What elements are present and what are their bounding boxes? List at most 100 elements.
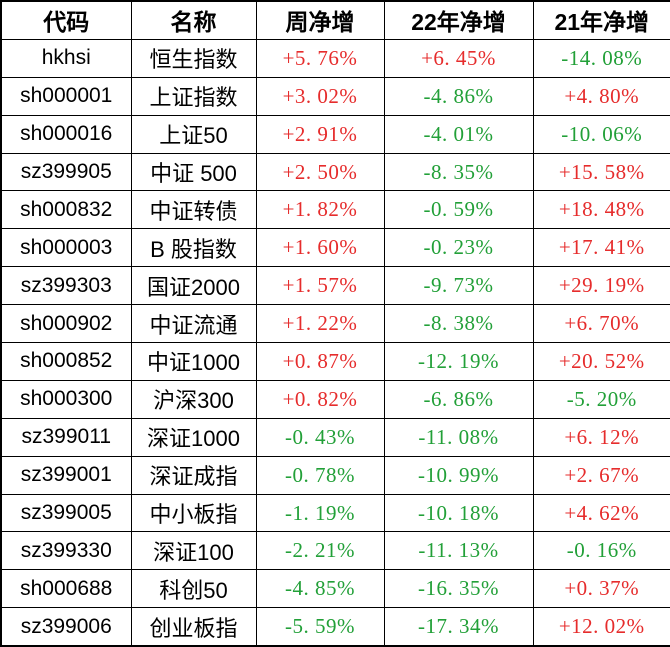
table-row: sh000902 中证流通 +1. 22% -8. 38% +6. 70% (0, 304, 670, 344)
value-y2022-down: -11. 08% (383, 417, 534, 457)
value-y2022-down: -0. 59% (383, 190, 534, 230)
value-y2021-up: +17. 41% (532, 228, 670, 268)
index-name: 中证转债 (130, 190, 257, 230)
value-week-up: +1. 82% (255, 190, 385, 230)
value-week-up: +1. 22% (255, 304, 385, 344)
table-row: sz399001 深证成指 -0. 78% -10. 99% +2. 67% (0, 455, 670, 495)
value-y2021-down: -5. 20% (532, 379, 670, 419)
value-y2021-up: +29. 19% (532, 266, 670, 306)
table-row: sh000688 科创50 -4. 85% -16. 35% +0. 37% (0, 569, 670, 609)
value-y2022-down: -9. 73% (383, 266, 534, 306)
value-week-up: +1. 57% (255, 266, 385, 306)
index-code: sz399006 (0, 607, 132, 647)
value-week-up: +2. 91% (255, 114, 385, 154)
table-row: sz399330 深证100 -2. 21% -11. 13% -0. 16% (0, 531, 670, 571)
index-name: 深证成指 (130, 455, 257, 495)
value-y2021-up: +6. 12% (532, 417, 670, 457)
index-name: 中小板指 (130, 493, 257, 533)
table-row: sh000300 沪深300 +0. 82% -6. 86% -5. 20% (0, 379, 670, 419)
index-name: 中证 500 (130, 152, 257, 192)
value-y2022-down: -8. 35% (383, 152, 534, 192)
index-name: 恒生指数 (130, 38, 257, 78)
value-y2021-down: -0. 16% (532, 531, 670, 571)
index-code: sh000300 (0, 379, 132, 419)
index-name: 深证100 (130, 531, 257, 571)
index-code: sz399905 (0, 152, 132, 192)
value-y2022-down: -0. 23% (383, 228, 534, 268)
value-y2021-up: +2. 67% (532, 455, 670, 495)
column-header-y2022: 22年净增 (383, 0, 534, 40)
value-y2021-up: +6. 70% (532, 304, 670, 344)
index-code: sh000832 (0, 190, 132, 230)
value-y2022-down: -17. 34% (383, 607, 534, 647)
table-row: sz399011 深证1000 -0. 43% -11. 08% +6. 12% (0, 417, 670, 457)
index-name: 沪深300 (130, 379, 257, 419)
value-week-up: +3. 02% (255, 76, 385, 116)
index-code: sz399303 (0, 266, 132, 306)
value-y2021-down: -14. 08% (532, 38, 670, 78)
index-name: B 股指数 (130, 228, 257, 268)
table-row: sz399005 中小板指 -1. 19% -10. 18% +4. 62% (0, 493, 670, 533)
table-row: sz399303 国证2000 +1. 57% -9. 73% +29. 19% (0, 266, 670, 306)
value-y2022-down: -8. 38% (383, 304, 534, 344)
value-y2022-down: -16. 35% (383, 569, 534, 609)
table-row: sh000852 中证1000 +0. 87% -12. 19% +20. 52% (0, 342, 670, 381)
column-header-y2021: 21年净增 (532, 0, 670, 40)
index-name: 深证1000 (130, 417, 257, 457)
column-header-week: 周净增 (255, 0, 385, 40)
value-y2021-down: -10. 06% (532, 114, 670, 154)
value-y2021-up: +20. 52% (532, 342, 670, 381)
column-header-code: 代码 (0, 0, 132, 40)
index-code: sz399005 (0, 493, 132, 533)
index-code: sh000688 (0, 569, 132, 609)
value-y2022-down: -6. 86% (383, 379, 534, 419)
header-row: 代码 名称 周净增 22年净增 21年净增 (0, 0, 670, 40)
table-row: hkhsi 恒生指数 +5. 76% +6. 45% -14. 08% (0, 38, 670, 78)
index-code: sh000852 (0, 342, 132, 381)
value-y2022-down: -4. 01% (383, 114, 534, 154)
value-y2022-down: -10. 99% (383, 455, 534, 495)
value-week-down: -0. 78% (255, 455, 385, 495)
value-week-up: +0. 87% (255, 342, 385, 381)
table-body: hkhsi 恒生指数 +5. 76% +6. 45% -14. 08% sh000001 上… (0, 38, 670, 647)
value-week-up: +5. 76% (255, 38, 385, 78)
index-name: 中证流通 (130, 304, 257, 344)
value-week-down: -4. 85% (255, 569, 385, 609)
value-week-down: -5. 59% (255, 607, 385, 647)
index-code: sh000902 (0, 304, 132, 344)
index-name: 中证1000 (130, 342, 257, 381)
index-code: sh000016 (0, 114, 132, 154)
table-row: sh000832 中证转债 +1. 82% -0. 59% +18. 48% (0, 190, 670, 230)
value-y2021-up: +18. 48% (532, 190, 670, 230)
value-y2022-down: -10. 18% (383, 493, 534, 533)
table-row: sh000016 上证50 +2. 91% -4. 01% -10. 06% (0, 114, 670, 154)
index-name: 创业板指 (130, 607, 257, 647)
index-name: 科创50 (130, 569, 257, 609)
index-code: sz399001 (0, 455, 132, 495)
index-code: sh000003 (0, 228, 132, 268)
index-name: 国证2000 (130, 266, 257, 306)
value-y2022-down: -11. 13% (383, 531, 534, 571)
value-y2021-up: +0. 37% (532, 569, 670, 609)
value-week-down: -0. 43% (255, 417, 385, 457)
value-y2021-up: +4. 62% (532, 493, 670, 533)
index-name: 上证50 (130, 114, 257, 154)
value-y2021-up: +4. 80% (532, 76, 670, 116)
value-y2021-up: +15. 58% (532, 152, 670, 192)
index-name: 上证指数 (130, 76, 257, 116)
value-week-up: +1. 60% (255, 228, 385, 268)
index-code: hkhsi (0, 38, 132, 78)
value-week-down: -1. 19% (255, 493, 385, 533)
table-row: sh000003 B 股指数 +1. 60% -0. 23% +17. 41% (0, 228, 670, 268)
value-y2021-up: +12. 02% (532, 607, 670, 647)
value-week-down: -2. 21% (255, 531, 385, 571)
index-code: sz399330 (0, 531, 132, 571)
value-week-up: +0. 82% (255, 379, 385, 419)
value-week-up: +2. 50% (255, 152, 385, 192)
table-row: sz399905 中证 500 +2. 50% -8. 35% +15. 58% (0, 152, 670, 192)
table-row: sz399006 创业板指 -5. 59% -17. 34% +12. 02% (0, 607, 670, 647)
table-row: sh000001 上证指数 +3. 02% -4. 86% +4. 80% (0, 76, 670, 116)
index-code: sz399011 (0, 417, 132, 457)
